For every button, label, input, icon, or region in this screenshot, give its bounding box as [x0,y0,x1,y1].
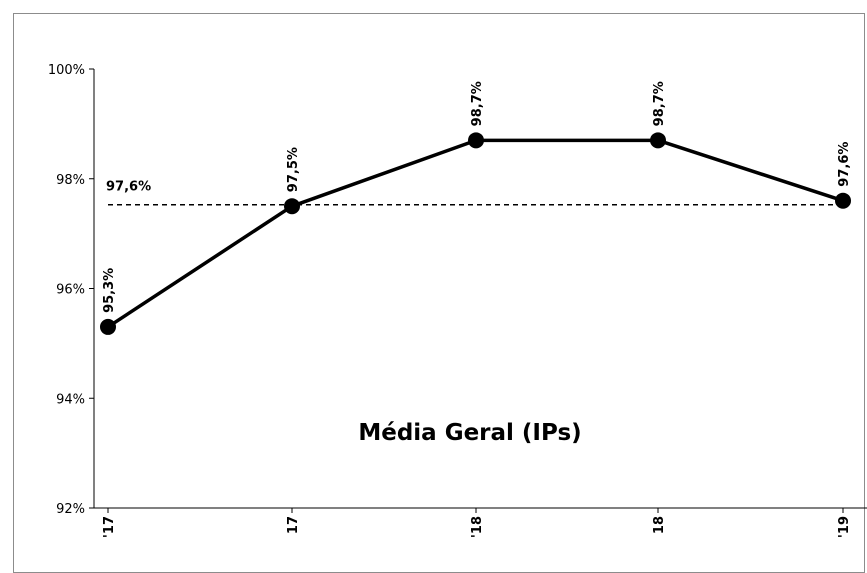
data-label: 98,7% [652,81,667,126]
y-tick-label: 94% [56,392,85,407]
data-point [468,132,484,149]
data-point [835,192,851,209]
average-label: 97,6% [106,180,151,195]
x-tick-label: 18 [652,516,667,534]
x-tick-label: 17 [286,516,301,534]
data-point [650,132,666,149]
line-chart: 92% 94% 96% 98% 100% '17 17 '18 18 '19 97,6% 95,… [48,63,867,538]
x-tick-label: '18 [470,516,485,538]
y-tick-label: 92% [56,502,85,517]
data-label: 98,7% [470,81,485,126]
y-tick-group: 92% 94% 96% 98% 100% [48,63,94,517]
x-tick-group: '17 17 '18 18 '19 [102,508,852,538]
chart-frame [13,13,865,573]
data-point [100,318,116,335]
y-tick-label: 96% [56,283,85,298]
x-tick-label: '17 [102,516,117,538]
series-line [107,138,844,329]
data-point [284,198,300,215]
y-tick-label: 100% [48,63,85,78]
data-labels: 95,3% 97,5% 98,7% 98,7% 97,6% [102,81,852,313]
series-points [100,132,851,335]
data-label: 95,3% [102,268,117,313]
data-label: 97,6% [837,142,852,187]
chart-title: Média Geral (IPs) [358,420,581,446]
y-tick-label: 98% [56,173,85,188]
x-tick-label: '19 [837,516,852,538]
data-label: 97,5% [286,147,301,192]
